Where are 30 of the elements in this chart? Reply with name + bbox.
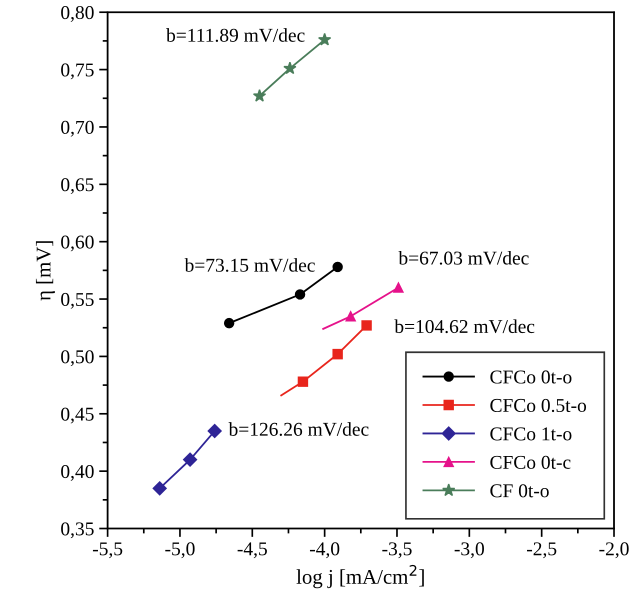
x-tick-label: -4,5 bbox=[238, 542, 267, 558]
y-tick-label: 0,55 bbox=[61, 292, 94, 309]
annotation: b=67.03 mV/dec bbox=[398, 250, 529, 265]
legend-label: CFCo 1t-o bbox=[490, 427, 572, 440]
legend-label: CFCo 0.5t-o bbox=[490, 398, 586, 412]
y-tick-label: 0,35 bbox=[61, 522, 94, 538]
annotation: b=104.62 mV/dec bbox=[394, 319, 534, 334]
annotation: b=126.26 mV/dec bbox=[228, 422, 369, 436]
y-tick-label: 0,45 bbox=[61, 408, 94, 424]
x-axis-title: log j [mA/cm$^{2}$] bbox=[296, 564, 424, 588]
annotation: b=111.89 mV/dec bbox=[166, 28, 305, 42]
x-tick-label: -3,5 bbox=[382, 542, 412, 558]
y-tick-label: 0,80 bbox=[61, 6, 94, 22]
x-tick-label: -5,5 bbox=[92, 542, 122, 558]
x-tick-label: -2,0 bbox=[599, 542, 629, 558]
y-tick-label: 0,65 bbox=[61, 178, 94, 194]
y-tick-label: 0,70 bbox=[61, 120, 94, 137]
annotation: b=73.15 mV/dec bbox=[184, 258, 315, 272]
y-tick-label: 0,40 bbox=[61, 464, 94, 481]
y-tick-label: 0,60 bbox=[61, 236, 94, 252]
y-tick-label: 0,75 bbox=[61, 63, 94, 80]
y-tick-label: 0,50 bbox=[61, 350, 94, 366]
legend-label: CF 0t-o bbox=[490, 484, 549, 498]
x-tick-label: -4,0 bbox=[310, 542, 340, 558]
legend-label: CFCo 0t-c bbox=[490, 456, 571, 469]
y-axis-title: η [mV] bbox=[36, 241, 55, 301]
legend-label: CFCo 0t-o bbox=[490, 370, 572, 384]
x-tick-label: -2,5 bbox=[527, 542, 556, 558]
x-tick-label: -5,0 bbox=[165, 542, 195, 558]
x-tick-label: -3,0 bbox=[454, 542, 484, 558]
